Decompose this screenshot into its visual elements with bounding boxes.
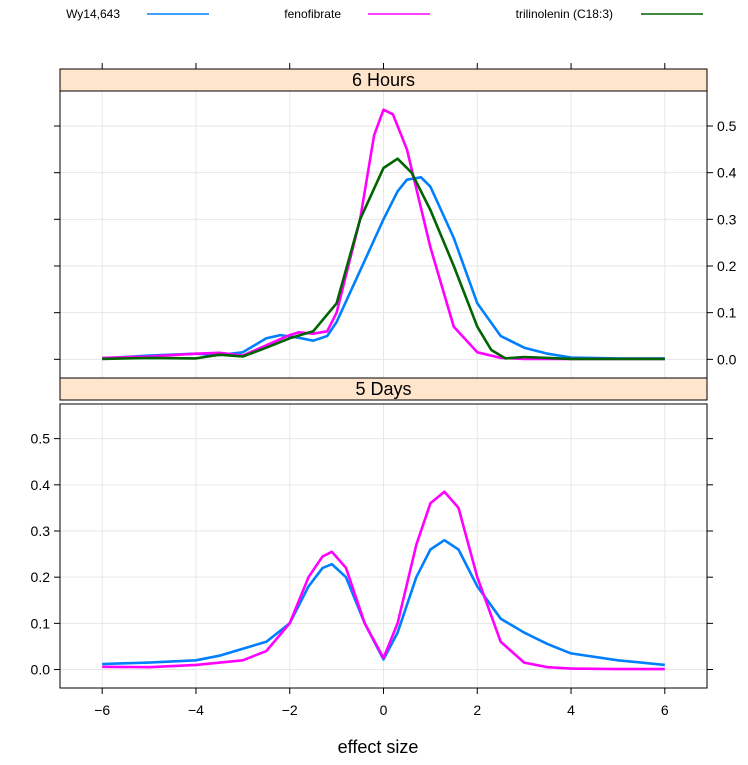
x-tick-label: 4 [567,702,575,718]
series-line [102,490,665,671]
panel: 6 Hours 0.0 0.1 0.2 0.3 0.4 0.5 [54,68,737,379]
legend-label: trilinolenin (C18:3) [516,7,613,21]
series-line [102,538,665,667]
y-tick-label: 0.2 [31,569,51,585]
x-tick-label: −2 [282,702,298,718]
y-tick-label: 0.4 [717,165,737,181]
x-axis-label: effect size [338,737,419,757]
series-line [102,157,665,361]
y-tick-label: 0.3 [717,211,737,227]
x-tick-label: 0 [380,702,388,718]
panels: 6 Hours 0.0 0.1 0.2 0.3 0.4 0.5 5 Days 0.0 0.1 0.2… [31,68,737,689]
series-line [102,176,665,360]
x-tick-label: −6 [94,702,110,718]
legend-label: Wy14,643 [66,7,120,21]
x-axis: −6 −4 −2 0 2 4 6 [94,63,669,718]
x-tick-label: −4 [188,702,204,718]
y-tick-label: 0.5 [31,431,51,447]
y-tick-label: 0.1 [717,305,737,321]
y-tick-label: 0.0 [31,662,51,678]
panel: 5 Days 0.0 0.1 0.2 0.3 0.4 0.5 [31,377,713,689]
y-tick-label: 0.4 [31,477,51,493]
legend-label: fenofibrate [284,7,341,21]
x-tick-label: 6 [661,702,669,718]
y-tick-label: 0.5 [717,118,737,134]
legend: Wy14,643 fenofibrate trilinolenin (C18:3) [66,7,703,21]
panel-strip-label: 5 Days [355,379,411,399]
y-tick-label: 0.2 [717,258,737,274]
panel-strip-label: 6 Hours [352,70,415,90]
x-tick-label: 2 [473,702,481,718]
y-tick-label: 0.1 [31,615,51,631]
y-tick-label: 0.3 [31,523,51,539]
panel-strip [59,377,708,401]
y-tick-label: 0.0 [717,351,737,367]
